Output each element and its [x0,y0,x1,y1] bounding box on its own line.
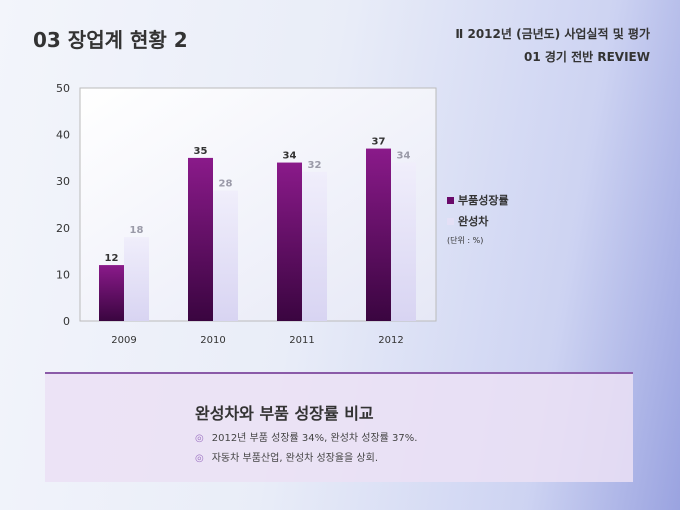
summary-item: ◎ 자동차 부품산업, 완성차 성장율을 상회. [195,449,378,464]
data-label: 34 [397,151,411,162]
y-tick-label: 30 [56,175,70,188]
bar [277,162,302,321]
bar [124,237,149,321]
x-tick-label: 2012 [378,335,403,346]
bar [302,171,327,321]
legend-item: 부품성장률 [447,192,509,208]
x-tick-label: 2010 [200,335,225,346]
data-label: 18 [130,225,144,236]
data-label: 34 [283,151,297,162]
legend-label: 완성차 [458,215,489,228]
page-title: 03 장업계 현황 2 [33,28,188,52]
summary-text: 자동차 부품산업, 완성차 성장율을 상회. [211,453,379,464]
subsection-title: 01 경기 전반 REVIEW [523,50,650,64]
legend: 부품성장률 완성차 (단위 : %) [447,192,509,251]
bar [366,148,391,321]
bar [99,265,124,321]
y-tick-label: 10 [56,268,70,281]
summary-text: 2012년 부품 성장률 34%, 완성차 성장률 37%. [211,433,418,444]
data-label: 32 [308,160,322,171]
y-tick-label: 0 [63,315,70,328]
section-title: Ⅱ 2012년 (금년도) 사업실적 및 평가 [455,27,650,41]
legend-label: 부품성장률 [458,194,509,207]
y-tick-label: 50 [56,82,70,95]
x-tick-label: 2011 [289,335,314,346]
summary-item: ◎ 2012년 부품 성장률 34%, 완성차 성장률 37%. [195,429,417,444]
bar [188,157,213,321]
data-label: 12 [105,253,119,264]
summary-panel: 완성차와 부품 성장률 비교 ◎ 2012년 부품 성장률 34%, 완성차 성장… [45,372,633,482]
bar-chart: 0 10 20 30 40 50 2009 12 18 2010 35 28 2011 34 32 2012 3… [56,82,437,346]
bullet-icon: ◎ [195,433,204,444]
legend-swatch [447,217,454,225]
legend-swatch [447,196,454,204]
y-tick-label: 40 [56,129,70,142]
legend-item: 완성차 [447,213,509,229]
data-label: 28 [219,179,233,190]
data-label: 35 [194,146,208,157]
bar [213,190,238,321]
summary-title: 완성차와 부품 성장률 비교 [195,404,374,423]
bullet-icon: ◎ [195,453,204,464]
bar [391,162,416,321]
unit-note: (단위 : %) [447,236,484,245]
data-label: 37 [372,137,386,148]
y-tick-label: 20 [56,222,70,235]
x-tick-label: 2009 [111,335,136,346]
